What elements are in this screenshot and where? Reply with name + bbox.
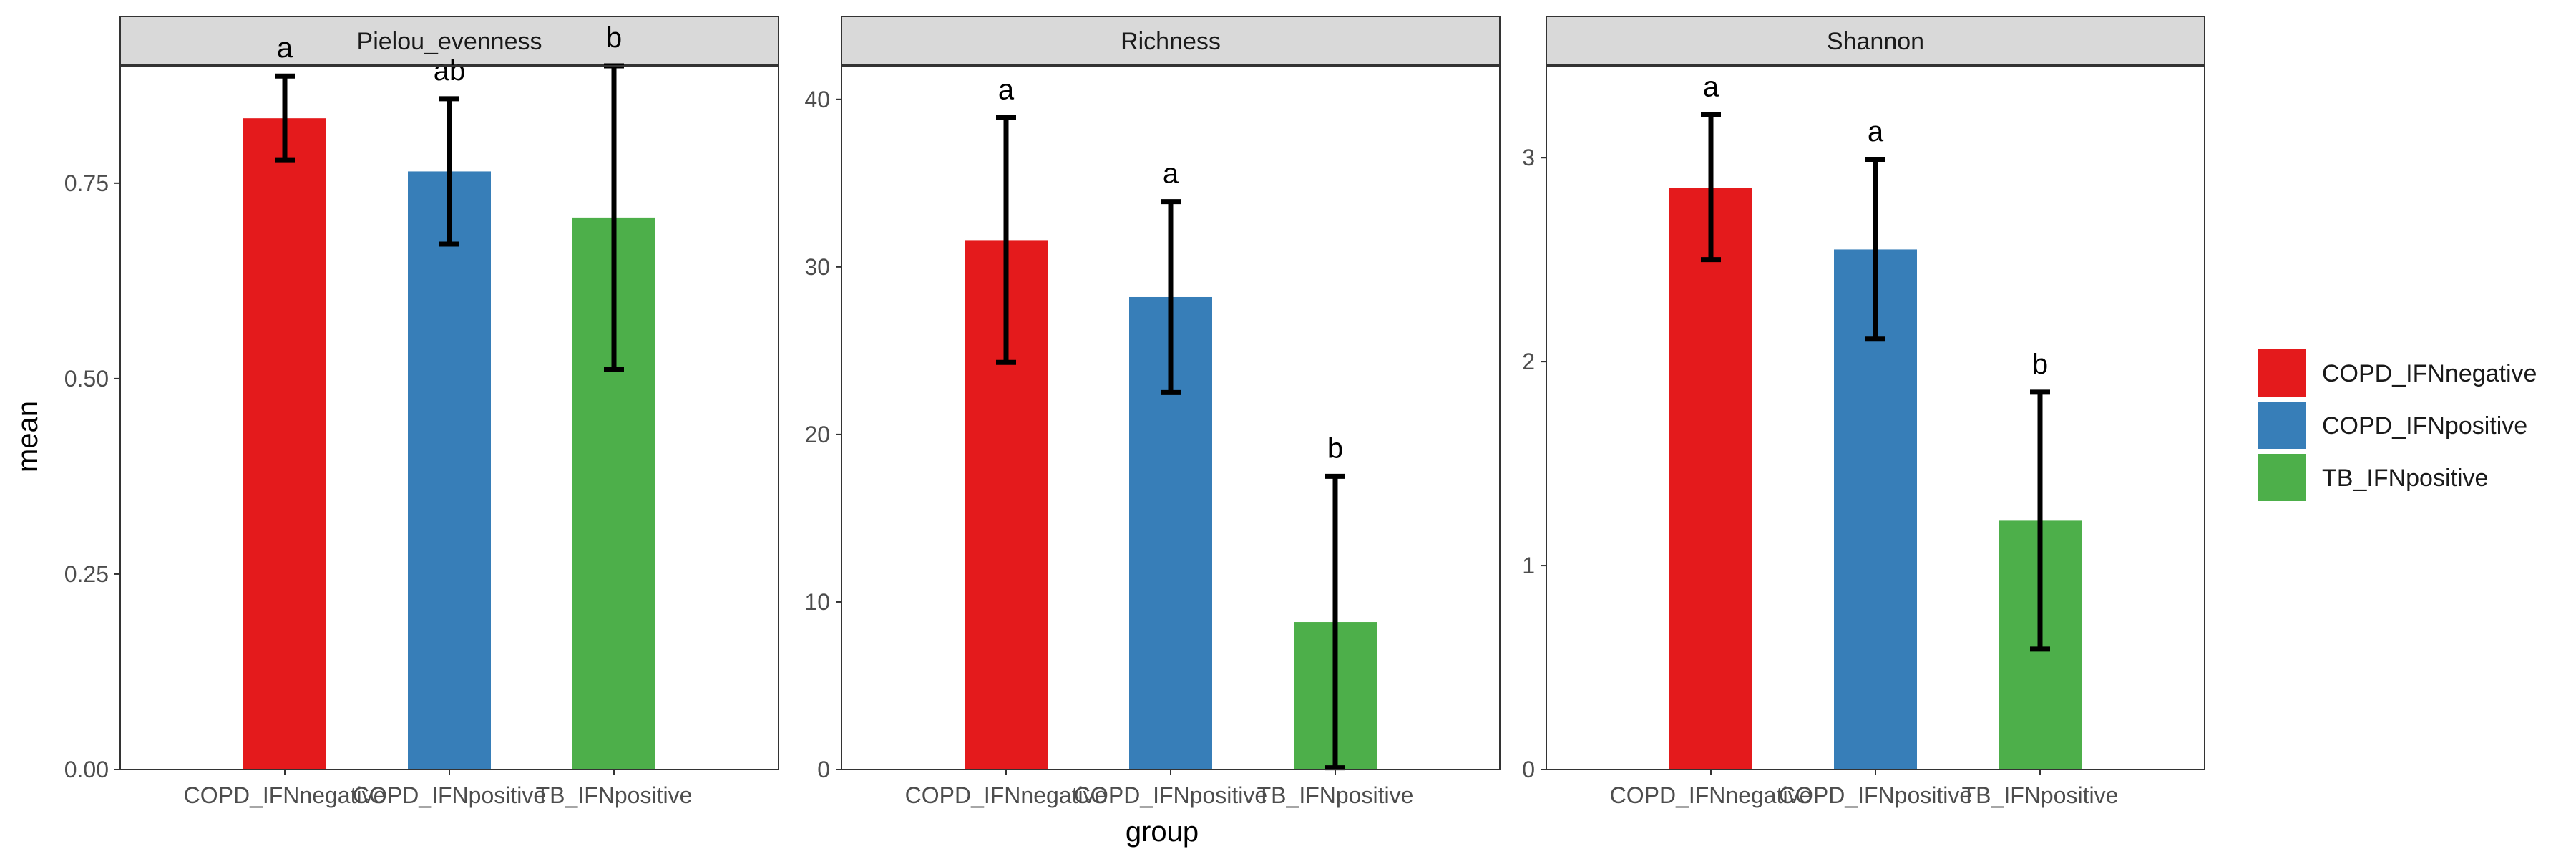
- x-tick-label: COPD_IFNpositive: [1074, 782, 1267, 808]
- significance-letter: a: [1703, 71, 1719, 102]
- legend-key: [2258, 402, 2306, 449]
- facet-title: Pielou_evenness: [357, 28, 542, 55]
- x-tick-label: COPD_IFNnegative: [905, 782, 1108, 808]
- panel-border: [1546, 65, 2205, 770]
- significance-letter: ab: [434, 55, 466, 87]
- panels-layer: Pielou_evennessaCOPD_IFNnegativeabCOPD_I…: [64, 16, 2205, 808]
- y-tick-label: 2: [1522, 349, 1535, 374]
- bar-copd-ifnpositive: [408, 171, 491, 770]
- y-tick-label: 0: [817, 757, 830, 782]
- significance-letter: a: [277, 32, 293, 64]
- legend-label: COPD_IFNnegative: [2322, 360, 2537, 387]
- significance-letter: a: [1868, 116, 1884, 147]
- facet-strip: [841, 16, 1501, 66]
- panel-border: [841, 65, 1501, 770]
- significance-letter: a: [1163, 158, 1179, 190]
- y-tick-label: 0.50: [64, 366, 109, 392]
- y-tick-label: 0.00: [64, 757, 109, 782]
- facet-title: Shannon: [1827, 28, 1924, 55]
- panel-richness: Richness a COPD_IFNnegative a COPD_IFNpositi…: [804, 16, 1501, 808]
- y-tick-label: 3: [1522, 145, 1535, 170]
- y-tick-label: 40: [804, 87, 830, 112]
- bar-copd-ifnnegative: [243, 118, 326, 770]
- x-tick-label: COPD_IFNpositive: [353, 782, 546, 808]
- x-tick-label: COPD_IFNnegative: [1610, 782, 1813, 808]
- x-tick-label: COPD_IFNnegative: [184, 782, 386, 808]
- x-tick-label: TB_IFNpositive: [1962, 782, 2119, 808]
- facet-strip: [119, 16, 779, 66]
- bar-copd-ifnnegative: [1669, 188, 1752, 770]
- x-tick-label: COPD_IFNpositive: [1779, 782, 1972, 808]
- significance-letter: b: [606, 22, 622, 54]
- x-axis-title: group: [1126, 816, 1199, 848]
- panel-border: [119, 65, 779, 770]
- legend-key: [2258, 454, 2306, 501]
- legend-label: COPD_IFNpositive: [2322, 412, 2527, 440]
- y-tick-label: 30: [804, 254, 830, 280]
- panel-pielou-evenness: Pielou_evenness a COPD_IFNnegative ab COPD_I…: [64, 16, 779, 808]
- y-tick-label: 0.25: [64, 561, 109, 587]
- significance-letter: b: [2032, 349, 2048, 380]
- y-tick-label: 20: [804, 422, 830, 447]
- legend: COPD_IFNnegative COPD_IFNpositive TB_IFNpo…: [2258, 349, 2537, 501]
- y-axis-title: mean: [12, 401, 44, 472]
- significance-letter: a: [998, 74, 1015, 106]
- y-tick-label: 0: [1522, 757, 1535, 782]
- facet-strip: [1546, 16, 2205, 66]
- legend-label: TB_IFNpositive: [2322, 465, 2488, 492]
- y-tick-label: 0.75: [64, 170, 109, 196]
- legend-key: [2258, 349, 2306, 397]
- y-tick-label: 10: [804, 589, 830, 615]
- x-tick-label: TB_IFNpositive: [1257, 782, 1414, 808]
- significance-letter: b: [1327, 432, 1343, 464]
- panel-shannon: Shannon a COPD_IFNnegative a COPD_IFNpositiv…: [1522, 16, 2205, 808]
- y-tick-label: 1: [1522, 553, 1535, 578]
- x-tick-label: TB_IFNpositive: [536, 782, 693, 808]
- facet-title: Richness: [1121, 28, 1221, 55]
